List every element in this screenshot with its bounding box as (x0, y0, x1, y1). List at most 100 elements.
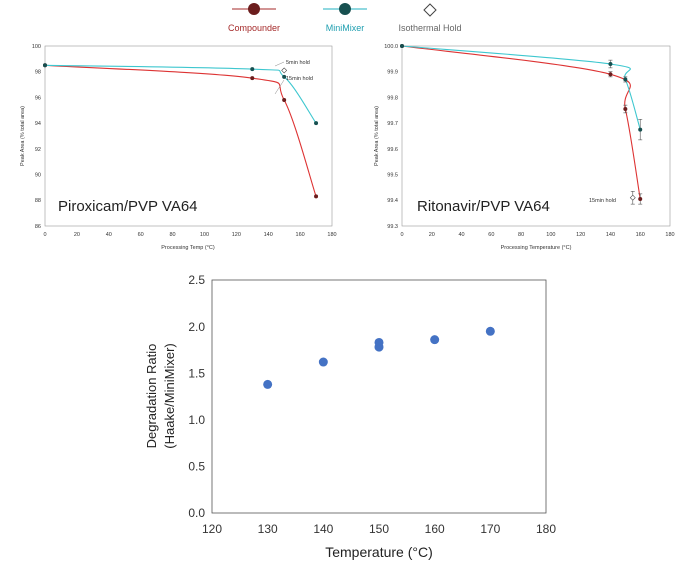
legend-item-isothermal-hold: Isothermal Hold (398, 3, 462, 33)
data-point-compounder (314, 194, 319, 199)
x-tick-label: 80 (518, 232, 524, 238)
chart-overlay-text: Ritonavir/PVP VA64 (417, 198, 550, 215)
legend-item-compounder: Compounder (228, 3, 280, 33)
chart-piroxicam: 86 88 90 92 94 96 98 100 0 20 40 60 80 100 120 140 160 1… (20, 44, 337, 251)
y-tick-label: 99.8 (387, 95, 398, 101)
data-point-minimixer (250, 67, 255, 72)
x-tick-label: 40 (458, 232, 464, 238)
series-line-compounder (44, 64, 317, 197)
y-tick-label: 0.0 (188, 506, 205, 520)
chart-degradation-ratio: 0.0 0.5 1.0 1.5 2.0 2.5 120 130 140 150 160 170 180… (144, 273, 556, 560)
series-points (43, 63, 319, 199)
plot-frame (401, 45, 671, 227)
scatter-point (485, 326, 495, 336)
scatter-points (263, 326, 495, 389)
x-tick-label: 130 (258, 522, 278, 536)
legend-label-isothermal-hold: Isothermal Hold (398, 23, 461, 33)
series-lines (401, 45, 641, 200)
x-tick-label: 0 (43, 232, 46, 238)
data-point-compounder (608, 72, 613, 77)
x-tick-label: 60 (488, 232, 494, 238)
scatter-point (318, 357, 328, 367)
y-tick-label: 100.0 (384, 44, 398, 50)
x-tick-label: 60 (138, 232, 144, 238)
y-axis-label: Peak Area (% total area) (20, 106, 26, 166)
x-tick-label: 180 (536, 522, 556, 536)
scatter-point (430, 335, 440, 345)
x-tick-labels: 0 20 40 60 80 100 120 140 160 180 (43, 232, 336, 238)
scatter-point (263, 379, 273, 389)
x-tick-label: 120 (202, 522, 222, 536)
y-tick-label: 98 (35, 70, 41, 76)
x-tick-label: 100 (200, 232, 209, 238)
x-tick-label: 120 (576, 232, 585, 238)
data-point-minimixer (400, 44, 404, 48)
y-tick-label: 99.6 (387, 147, 398, 153)
data-point-minimixer (608, 62, 613, 66)
legend-label-compounder: Compounder (228, 23, 280, 33)
y-tick-labels: 0.0 0.5 1.0 1.5 2.0 2.5 (188, 273, 205, 520)
y-tick-label: 99.9 (387, 70, 398, 76)
y-tick-label: 1.5 (188, 366, 205, 380)
series-line-minimixer (401, 45, 641, 130)
plot-frame (44, 45, 333, 227)
y-tick-label: 2.5 (188, 273, 205, 287)
data-point-compounder (250, 76, 255, 81)
legend-label-minimixer: MiniMixer (326, 23, 365, 33)
x-tick-label: 40 (106, 232, 112, 238)
scatter-point (374, 337, 384, 347)
plot-frame (211, 279, 547, 514)
y-tick-label: 96 (35, 95, 41, 101)
x-tick-label: 160 (425, 522, 445, 536)
x-tick-label: 170 (480, 522, 500, 536)
annotation-5min-hold: 5min hold (286, 60, 310, 66)
y-tick-label: 99.7 (387, 121, 398, 127)
y-tick-labels: 86 88 90 92 94 96 98 100 (32, 44, 41, 230)
y-tick-label: 86 (35, 224, 41, 230)
x-tick-labels: 120 130 140 150 160 170 180 (202, 522, 556, 536)
x-tick-label: 180 (327, 232, 336, 238)
annotation-15min-hold: 15min hold (286, 76, 313, 82)
series-lines (44, 64, 317, 197)
data-point-compounder (638, 197, 643, 201)
y-axis-label-line-2: (Haake/MiniMixer) (162, 343, 177, 448)
legend-marker-diamond (423, 3, 437, 17)
data-point-compounder (623, 107, 628, 111)
x-tick-label: 150 (369, 522, 389, 536)
legend-item-minimixer: MiniMixer (323, 3, 367, 33)
y-tick-label: 1.0 (188, 413, 205, 427)
data-point-compounder (282, 98, 287, 102)
data-point-minimixer (282, 74, 287, 79)
legend-marker-compounder (248, 3, 260, 15)
legend: Compounder MiniMixer Isothermal Hold (228, 3, 462, 33)
isothermal-hold-point (629, 194, 636, 201)
y-tick-label: 90 (35, 172, 41, 178)
x-tick-label: 80 (169, 232, 175, 238)
x-tick-label: 140 (264, 232, 273, 238)
data-point-minimixer (43, 63, 47, 68)
isothermal-hold-point (281, 67, 288, 74)
x-tick-label: 180 (665, 232, 674, 238)
x-tick-label: 20 (74, 232, 80, 238)
legend-marker-minimixer (339, 3, 351, 15)
series-line-compounder (401, 45, 641, 200)
chart-ritonavir: 99.3 99.4 99.5 99.6 99.7 99.8 99.9 100.0 0 20 40 6… (374, 44, 675, 251)
y-tick-label: 99.5 (387, 172, 398, 178)
annotation-leader-5min (274, 61, 285, 67)
x-tick-label: 20 (429, 232, 435, 238)
data-point-minimixer (638, 127, 643, 132)
data-point-minimixer (623, 77, 628, 82)
data-point-minimixer (314, 121, 319, 126)
y-axis-label-line-1: Degradation Ratio (144, 344, 159, 449)
y-tick-label: 99.4 (387, 198, 398, 204)
x-tick-label: 120 (232, 232, 241, 238)
annotation-15min-hold: 15min hold (589, 198, 616, 204)
chart-overlay-text: Piroxicam/PVP VA64 (58, 198, 198, 215)
x-tick-label: 160 (296, 232, 305, 238)
annotations: 15min hold (589, 198, 616, 204)
x-axis-label: Processing Temperature (°C) (501, 245, 572, 251)
series-line-minimixer (44, 64, 317, 124)
y-tick-label: 94 (35, 121, 41, 127)
y-tick-labels: 99.3 99.4 99.5 99.6 99.7 99.8 99.9 100.0 (384, 44, 398, 230)
